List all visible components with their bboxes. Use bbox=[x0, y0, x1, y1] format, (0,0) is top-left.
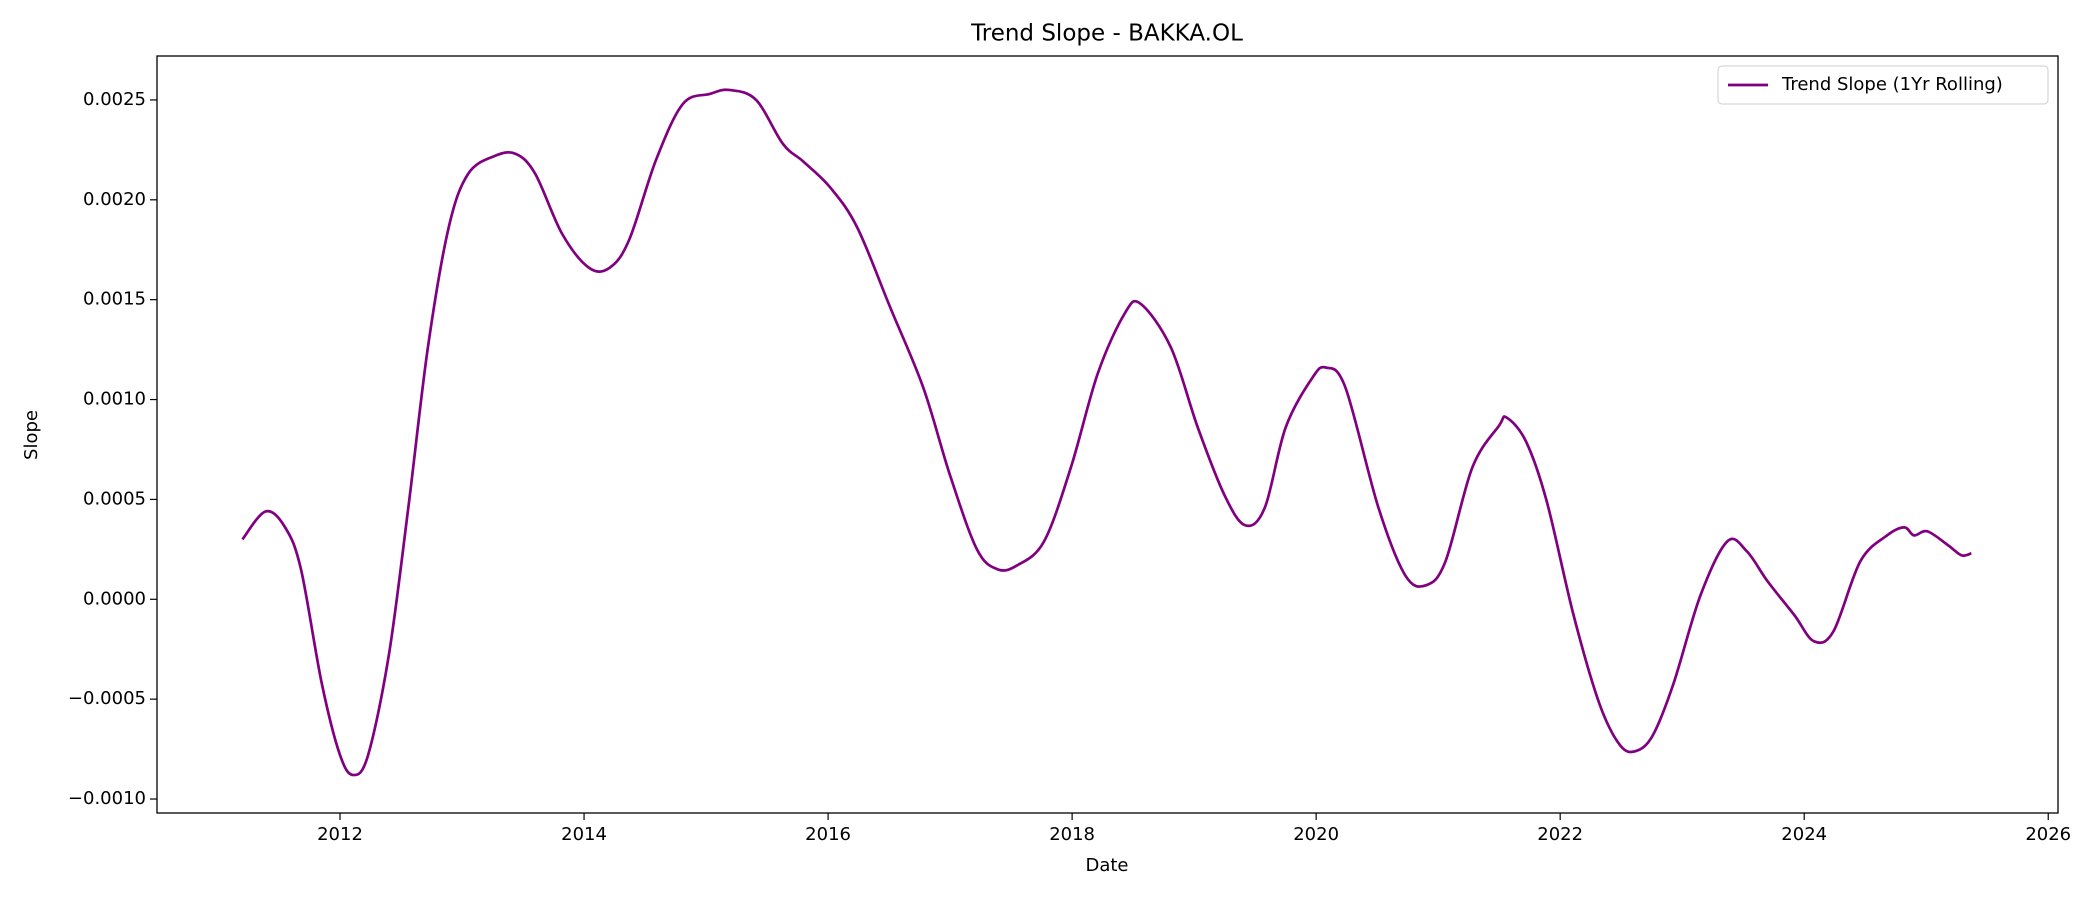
x-tick-label: 2014 bbox=[561, 824, 607, 845]
y-tick-label: 0.0010 bbox=[83, 389, 146, 410]
y-axis-label: Slope bbox=[21, 410, 42, 460]
y-tick-label: −0.0005 bbox=[68, 688, 146, 709]
y-tick-label: 0.0025 bbox=[83, 89, 146, 110]
y-tick-label: 0.0020 bbox=[83, 189, 146, 210]
legend-box bbox=[1717, 65, 2049, 105]
y-tick-label: 0.0015 bbox=[83, 289, 146, 310]
x-tick-label: 2018 bbox=[1049, 824, 1095, 845]
x-tick-label: 2024 bbox=[1781, 824, 1827, 845]
legend-label: Trend Slope (1Yr Rolling) bbox=[1781, 74, 2003, 95]
x-tick-label: 2012 bbox=[317, 824, 363, 845]
x-tick-label: 2020 bbox=[1293, 824, 1339, 845]
x-axis-label: Date bbox=[1085, 855, 1128, 876]
x-tick-label: 2026 bbox=[2025, 824, 2071, 845]
y-tick-label: 0.0000 bbox=[83, 588, 146, 609]
y-tick-label: −0.0010 bbox=[68, 788, 146, 809]
y-tick-label: 0.0005 bbox=[83, 488, 146, 509]
data-line bbox=[241, 88, 1972, 777]
chart-title: Trend Slope - BAKKA.OL bbox=[970, 21, 1243, 47]
plot-frame bbox=[156, 55, 2059, 814]
x-tick-label: 2022 bbox=[1537, 824, 1583, 845]
x-tick-label: 2016 bbox=[805, 824, 851, 845]
